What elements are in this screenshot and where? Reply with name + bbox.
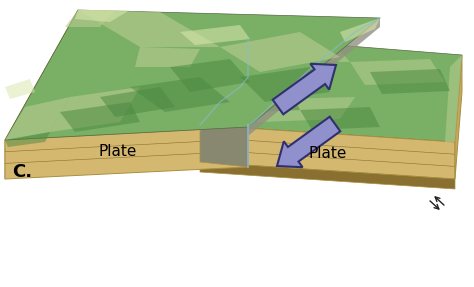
Polygon shape (60, 102, 140, 132)
Polygon shape (170, 59, 250, 92)
Polygon shape (200, 125, 455, 179)
Polygon shape (135, 47, 200, 67)
Polygon shape (130, 77, 230, 112)
Polygon shape (5, 127, 248, 179)
Polygon shape (260, 97, 355, 122)
Polygon shape (200, 162, 455, 189)
Polygon shape (180, 25, 250, 45)
Polygon shape (200, 38, 248, 134)
Polygon shape (445, 55, 462, 142)
Polygon shape (350, 59, 445, 85)
Polygon shape (78, 10, 220, 47)
Polygon shape (5, 10, 78, 179)
Polygon shape (340, 18, 380, 42)
Polygon shape (5, 97, 70, 140)
FancyArrow shape (273, 64, 336, 114)
Text: Plate: Plate (309, 146, 347, 162)
Polygon shape (240, 67, 330, 102)
FancyArrow shape (277, 117, 340, 167)
Polygon shape (370, 69, 450, 94)
Polygon shape (5, 79, 35, 99)
Polygon shape (300, 107, 380, 130)
Polygon shape (50, 87, 140, 132)
Polygon shape (200, 102, 270, 125)
Polygon shape (5, 132, 50, 147)
Polygon shape (65, 10, 115, 27)
Polygon shape (455, 55, 462, 179)
Polygon shape (220, 32, 340, 72)
Text: Plate: Plate (99, 144, 137, 160)
Text: C.: C. (12, 163, 32, 181)
Polygon shape (248, 38, 350, 62)
Polygon shape (100, 87, 175, 117)
Polygon shape (248, 18, 380, 136)
Polygon shape (200, 38, 462, 142)
Polygon shape (220, 89, 300, 113)
Polygon shape (5, 10, 380, 140)
Polygon shape (75, 10, 130, 22)
Polygon shape (200, 125, 248, 167)
